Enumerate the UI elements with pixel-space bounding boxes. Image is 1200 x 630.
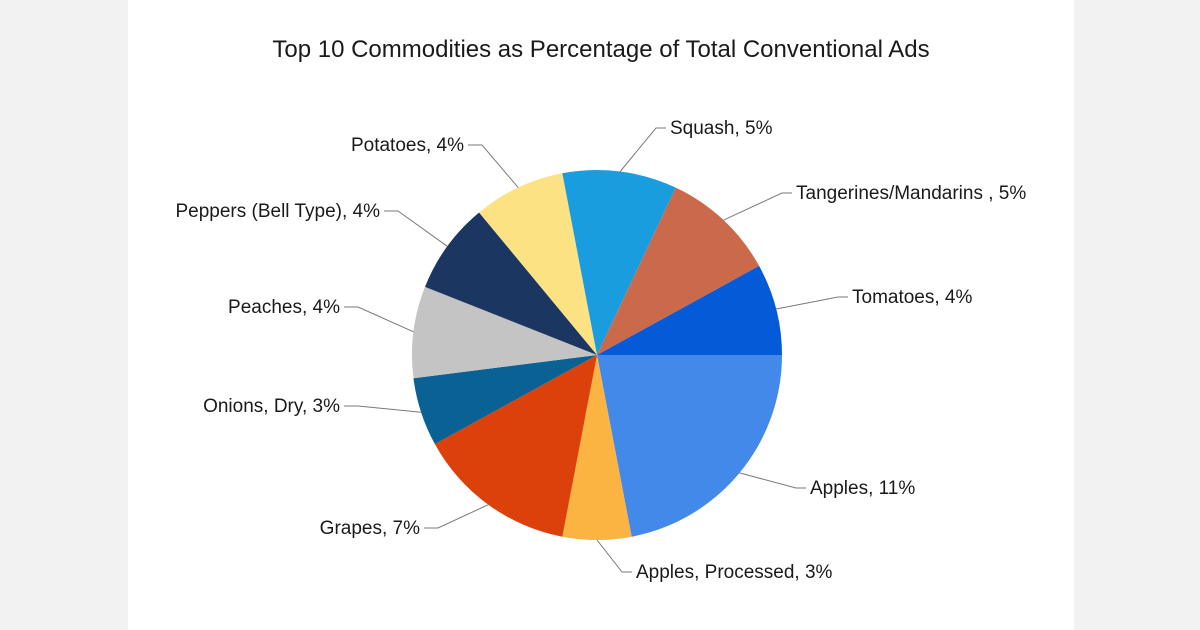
- leader-line: [468, 144, 519, 188]
- slice-label: Peppers (Bell Type), 4%: [175, 201, 380, 222]
- pie-slice-grapes: [434, 355, 597, 537]
- leader-line: [596, 539, 632, 573]
- slice-label: Squash, 5%: [670, 118, 773, 139]
- leader-line: [619, 127, 666, 172]
- slice-label: Tangerines/Mandarins , 5%: [796, 183, 1026, 204]
- leader-line: [344, 405, 422, 413]
- pie-slice-tomatoes: [597, 265, 782, 355]
- slice-label: Grapes, 7%: [320, 518, 420, 539]
- leader-line: [739, 472, 806, 489]
- pie-slice-apples: [597, 355, 782, 537]
- pie-slice-peppers-bell-type: [424, 212, 597, 355]
- pie-slice-squash: [562, 170, 676, 355]
- slice-label: Apples, Processed, 3%: [636, 562, 833, 583]
- leader-line: [776, 296, 848, 310]
- slice-label: Onions, Dry, 3%: [203, 396, 340, 417]
- pie-slice-apples-processed: [562, 355, 632, 540]
- chart-title: Top 10 Commodities as Percentage of Tota…: [272, 36, 930, 63]
- leader-line: [344, 306, 414, 333]
- slice-label: Peaches, 4%: [228, 297, 340, 318]
- leader-line: [384, 210, 448, 247]
- leader-line: [723, 192, 792, 221]
- slice-label: Potatoes, 4%: [351, 135, 464, 156]
- pie-slice-peaches: [412, 286, 597, 379]
- slice-label: Tomatoes, 4%: [852, 287, 972, 308]
- slice-label: Apples, 11%: [810, 478, 915, 499]
- leader-line: [424, 504, 489, 529]
- pie-slice-tangerines-mandarins: [597, 187, 760, 355]
- pie-slice-potatoes: [479, 173, 597, 355]
- pie-chart: Apples, 11% Apples, Processed, 3% Grapes, …: [175, 118, 1026, 583]
- chart-panel: Top 10 Commodities as Percentage of Tota…: [128, 0, 1074, 630]
- pie-slice-onions-dry: [413, 355, 597, 445]
